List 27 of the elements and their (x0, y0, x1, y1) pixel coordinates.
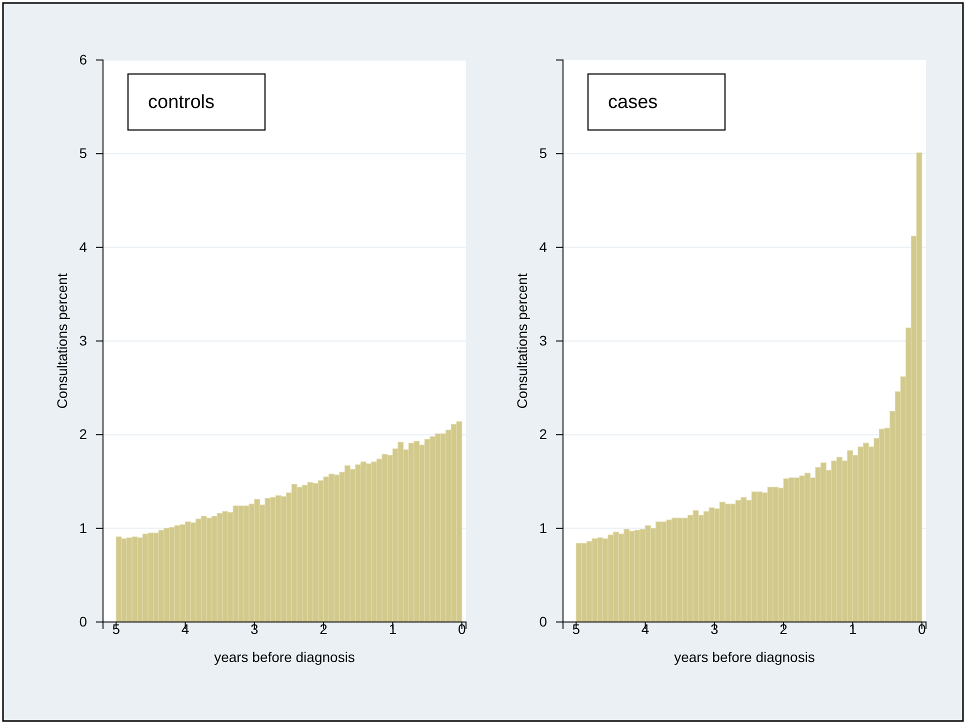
y-axis-title: Consultations percent (514, 273, 530, 409)
y-tick-label: 4 (79, 238, 88, 255)
x-tick-label: 0 (918, 621, 926, 637)
title-box: controls (127, 73, 266, 131)
y-tick-label: 2 (539, 426, 548, 442)
y-tick-label: 1 (539, 520, 548, 536)
x-tick-label: 4 (641, 621, 650, 637)
x-tick-label: 5 (572, 621, 580, 637)
x-axis-title: years before diagnosis (674, 649, 815, 665)
x-tick-label: 3 (250, 621, 259, 637)
x-tick-label: 4 (181, 621, 190, 637)
y-tick-label: 5 (539, 145, 548, 162)
x-axis-title: years before diagnosis (214, 649, 355, 665)
y-tick-label: 6 (79, 51, 88, 68)
y-tick-label: 1 (79, 520, 88, 536)
y-tick-label: 2 (79, 426, 88, 442)
x-tick-label: 5 (112, 621, 120, 637)
x-tick-label: 3 (710, 621, 719, 637)
y-tick-label: 5 (79, 145, 88, 162)
y-axis-title: Consultations percent (54, 273, 70, 409)
x-tick-label: 2 (780, 621, 788, 637)
y-tick-label: 3 (539, 332, 548, 348)
title-box: cases (587, 73, 726, 131)
y-tick-label: 3 (79, 332, 88, 348)
x-tick-label: 0 (458, 621, 466, 637)
y-tick-label: 4 (539, 238, 548, 255)
x-tick-label: 2 (320, 621, 328, 637)
